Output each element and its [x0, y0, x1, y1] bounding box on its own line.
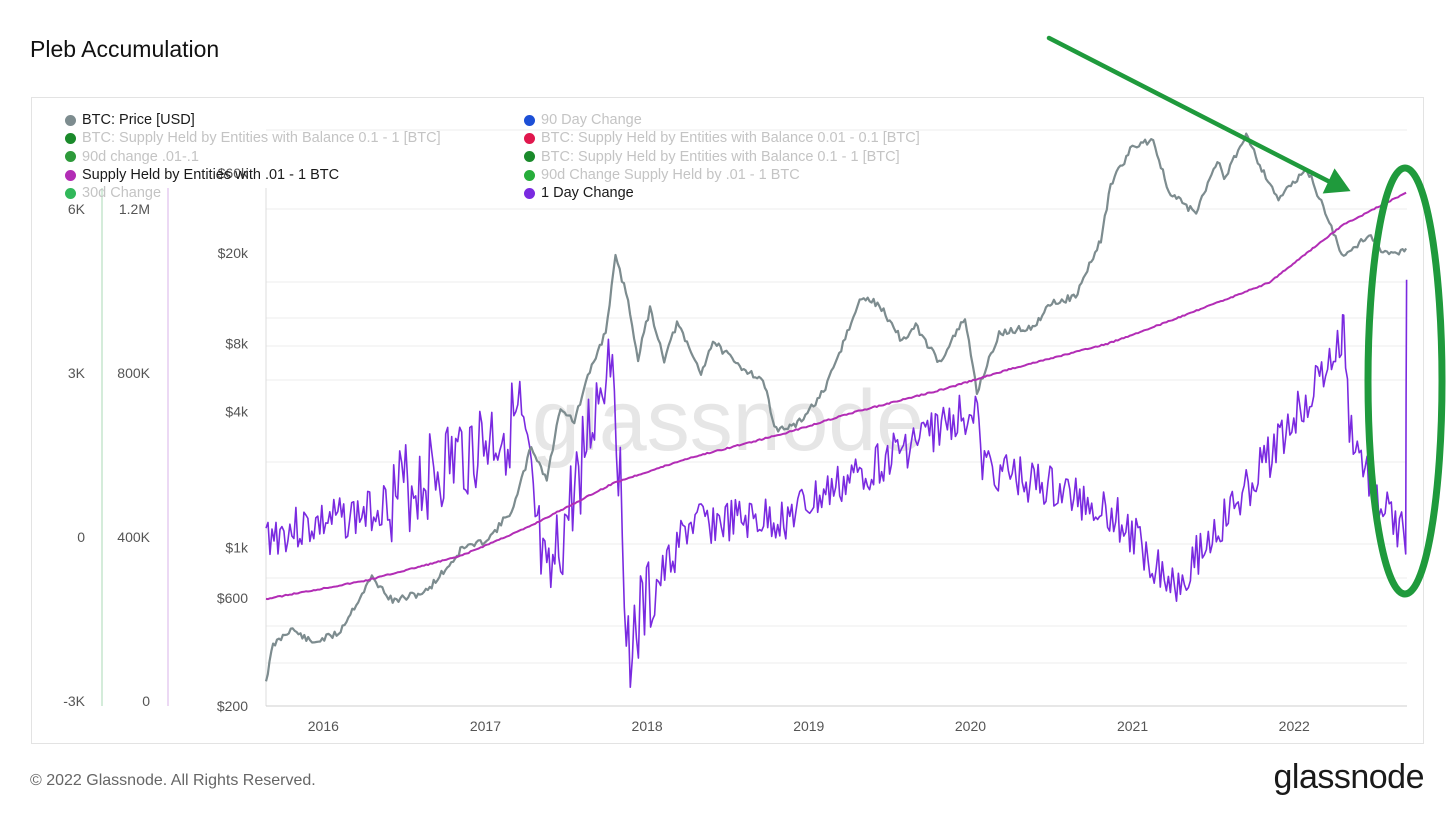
- legend-item[interactable]: 30d Change: [65, 184, 441, 202]
- legend-item[interactable]: 90 Day Change: [524, 111, 920, 129]
- legend-item[interactable]: 90d Change Supply Held by .01 - 1 BTC: [524, 166, 920, 184]
- legend-dot-icon: [65, 132, 76, 144]
- supply-axis-tick: 1.2M: [119, 201, 150, 217]
- legend-dot-icon: [524, 187, 535, 199]
- x-axis-tick: 2016: [308, 718, 339, 734]
- legend-label: 90 Day Change: [541, 112, 642, 129]
- series-btc-price: [264, 132, 1408, 682]
- supply-axis-tick: 0: [142, 693, 150, 709]
- series-1-day-change: [265, 279, 1408, 688]
- legend-item[interactable]: BTC: Supply Held by Entities with Balanc…: [524, 148, 920, 166]
- legend-dot-icon: [524, 132, 535, 144]
- legend-dot-icon: [65, 151, 76, 163]
- price-axis-tick: $200: [217, 698, 248, 714]
- price-axis-tick: $1k: [225, 540, 249, 556]
- legend-dot-icon: [65, 187, 76, 199]
- change-axis-tick: 0: [77, 529, 85, 545]
- legend-label: 30d Change: [82, 185, 162, 202]
- chart-grid: [266, 129, 1407, 707]
- copyright-footer: © 2022 Glassnode. All Rights Reserved.: [30, 772, 316, 789]
- series-line: [265, 279, 1408, 688]
- chart-axes: 6K 3K 0 -3K 1.2M 800K 400K 0 $60k $20k $8k $4k $1k $6…: [63, 165, 1407, 734]
- change-axis-tick: -3K: [63, 693, 85, 709]
- legend-label: BTC: Supply Held by Entities with Balanc…: [82, 130, 441, 147]
- price-axis-tick: $20k: [218, 245, 249, 261]
- legend-label: 90d Change Supply Held by .01 - 1 BTC: [541, 167, 800, 184]
- legend-item[interactable]: BTC: Supply Held by Entities with Balanc…: [524, 129, 920, 147]
- legend-dot-icon: [524, 169, 535, 181]
- price-axis-tick: $600: [217, 590, 248, 606]
- x-axis-tick: 2017: [470, 718, 501, 734]
- supply-axis-tick: 800K: [117, 365, 150, 381]
- legend-label: BTC: Supply Held by Entities with Balanc…: [541, 148, 900, 165]
- legend-label: BTC: Price [USD]: [82, 112, 195, 129]
- legend-item[interactable]: Supply Held by Entities with .01 - 1 BTC: [65, 166, 441, 184]
- legend-right: 90 Day Change BTC: Supply Held by Entiti…: [524, 111, 920, 202]
- page-title: Pleb Accumulation: [30, 36, 220, 62]
- x-axis-tick: 2018: [632, 718, 663, 734]
- legend-dot-icon: [65, 114, 76, 126]
- chart-frame: [31, 97, 1424, 744]
- legend-label: 90d change .01-.1: [82, 148, 199, 165]
- annotation-ellipse: [1364, 164, 1446, 598]
- supply-axis-tick: 400K: [117, 529, 150, 545]
- x-axis-tick: 2019: [793, 718, 824, 734]
- legend-item[interactable]: 90d change .01-.1: [65, 148, 441, 166]
- change-axis-tick: 3K: [68, 365, 86, 381]
- legend-dot-icon: [524, 114, 535, 126]
- legend-item[interactable]: BTC: Supply Held by Entities with Balanc…: [65, 129, 441, 147]
- legend-label: Supply Held by Entities with .01 - 1 BTC: [82, 167, 340, 184]
- series-supply-held: [265, 191, 1407, 601]
- legend-item[interactable]: 1 Day Change: [524, 184, 920, 202]
- legend-item[interactable]: BTC: Price [USD]: [65, 111, 441, 129]
- legend-left: BTC: Price [USD] BTC: Supply Held by Ent…: [65, 111, 441, 202]
- x-axis-tick: 2020: [955, 718, 986, 734]
- glassnode-logo: glassnode: [1273, 758, 1424, 796]
- x-axis-tick: 2021: [1117, 718, 1148, 734]
- series-line: [264, 132, 1408, 682]
- watermark-text: glassnode: [532, 373, 924, 469]
- change-axis-tick: 6K: [68, 201, 86, 217]
- price-axis-tick: $4k: [225, 403, 249, 419]
- x-axis-tick: 2022: [1279, 718, 1310, 734]
- legend-label: BTC: Supply Held by Entities with Balanc…: [541, 130, 920, 147]
- legend-label: 1 Day Change: [541, 185, 634, 202]
- annotations: [1046, 35, 1446, 598]
- annotation-arrow-head: [1322, 168, 1351, 194]
- series-line: [265, 191, 1407, 601]
- price-axis-tick: $8k: [225, 335, 249, 351]
- annotation-arrow-shaft: [1046, 35, 1333, 185]
- legend-dot-icon: [65, 169, 76, 181]
- legend-dot-icon: [524, 151, 535, 163]
- price-axis-tick: $60k: [218, 165, 249, 181]
